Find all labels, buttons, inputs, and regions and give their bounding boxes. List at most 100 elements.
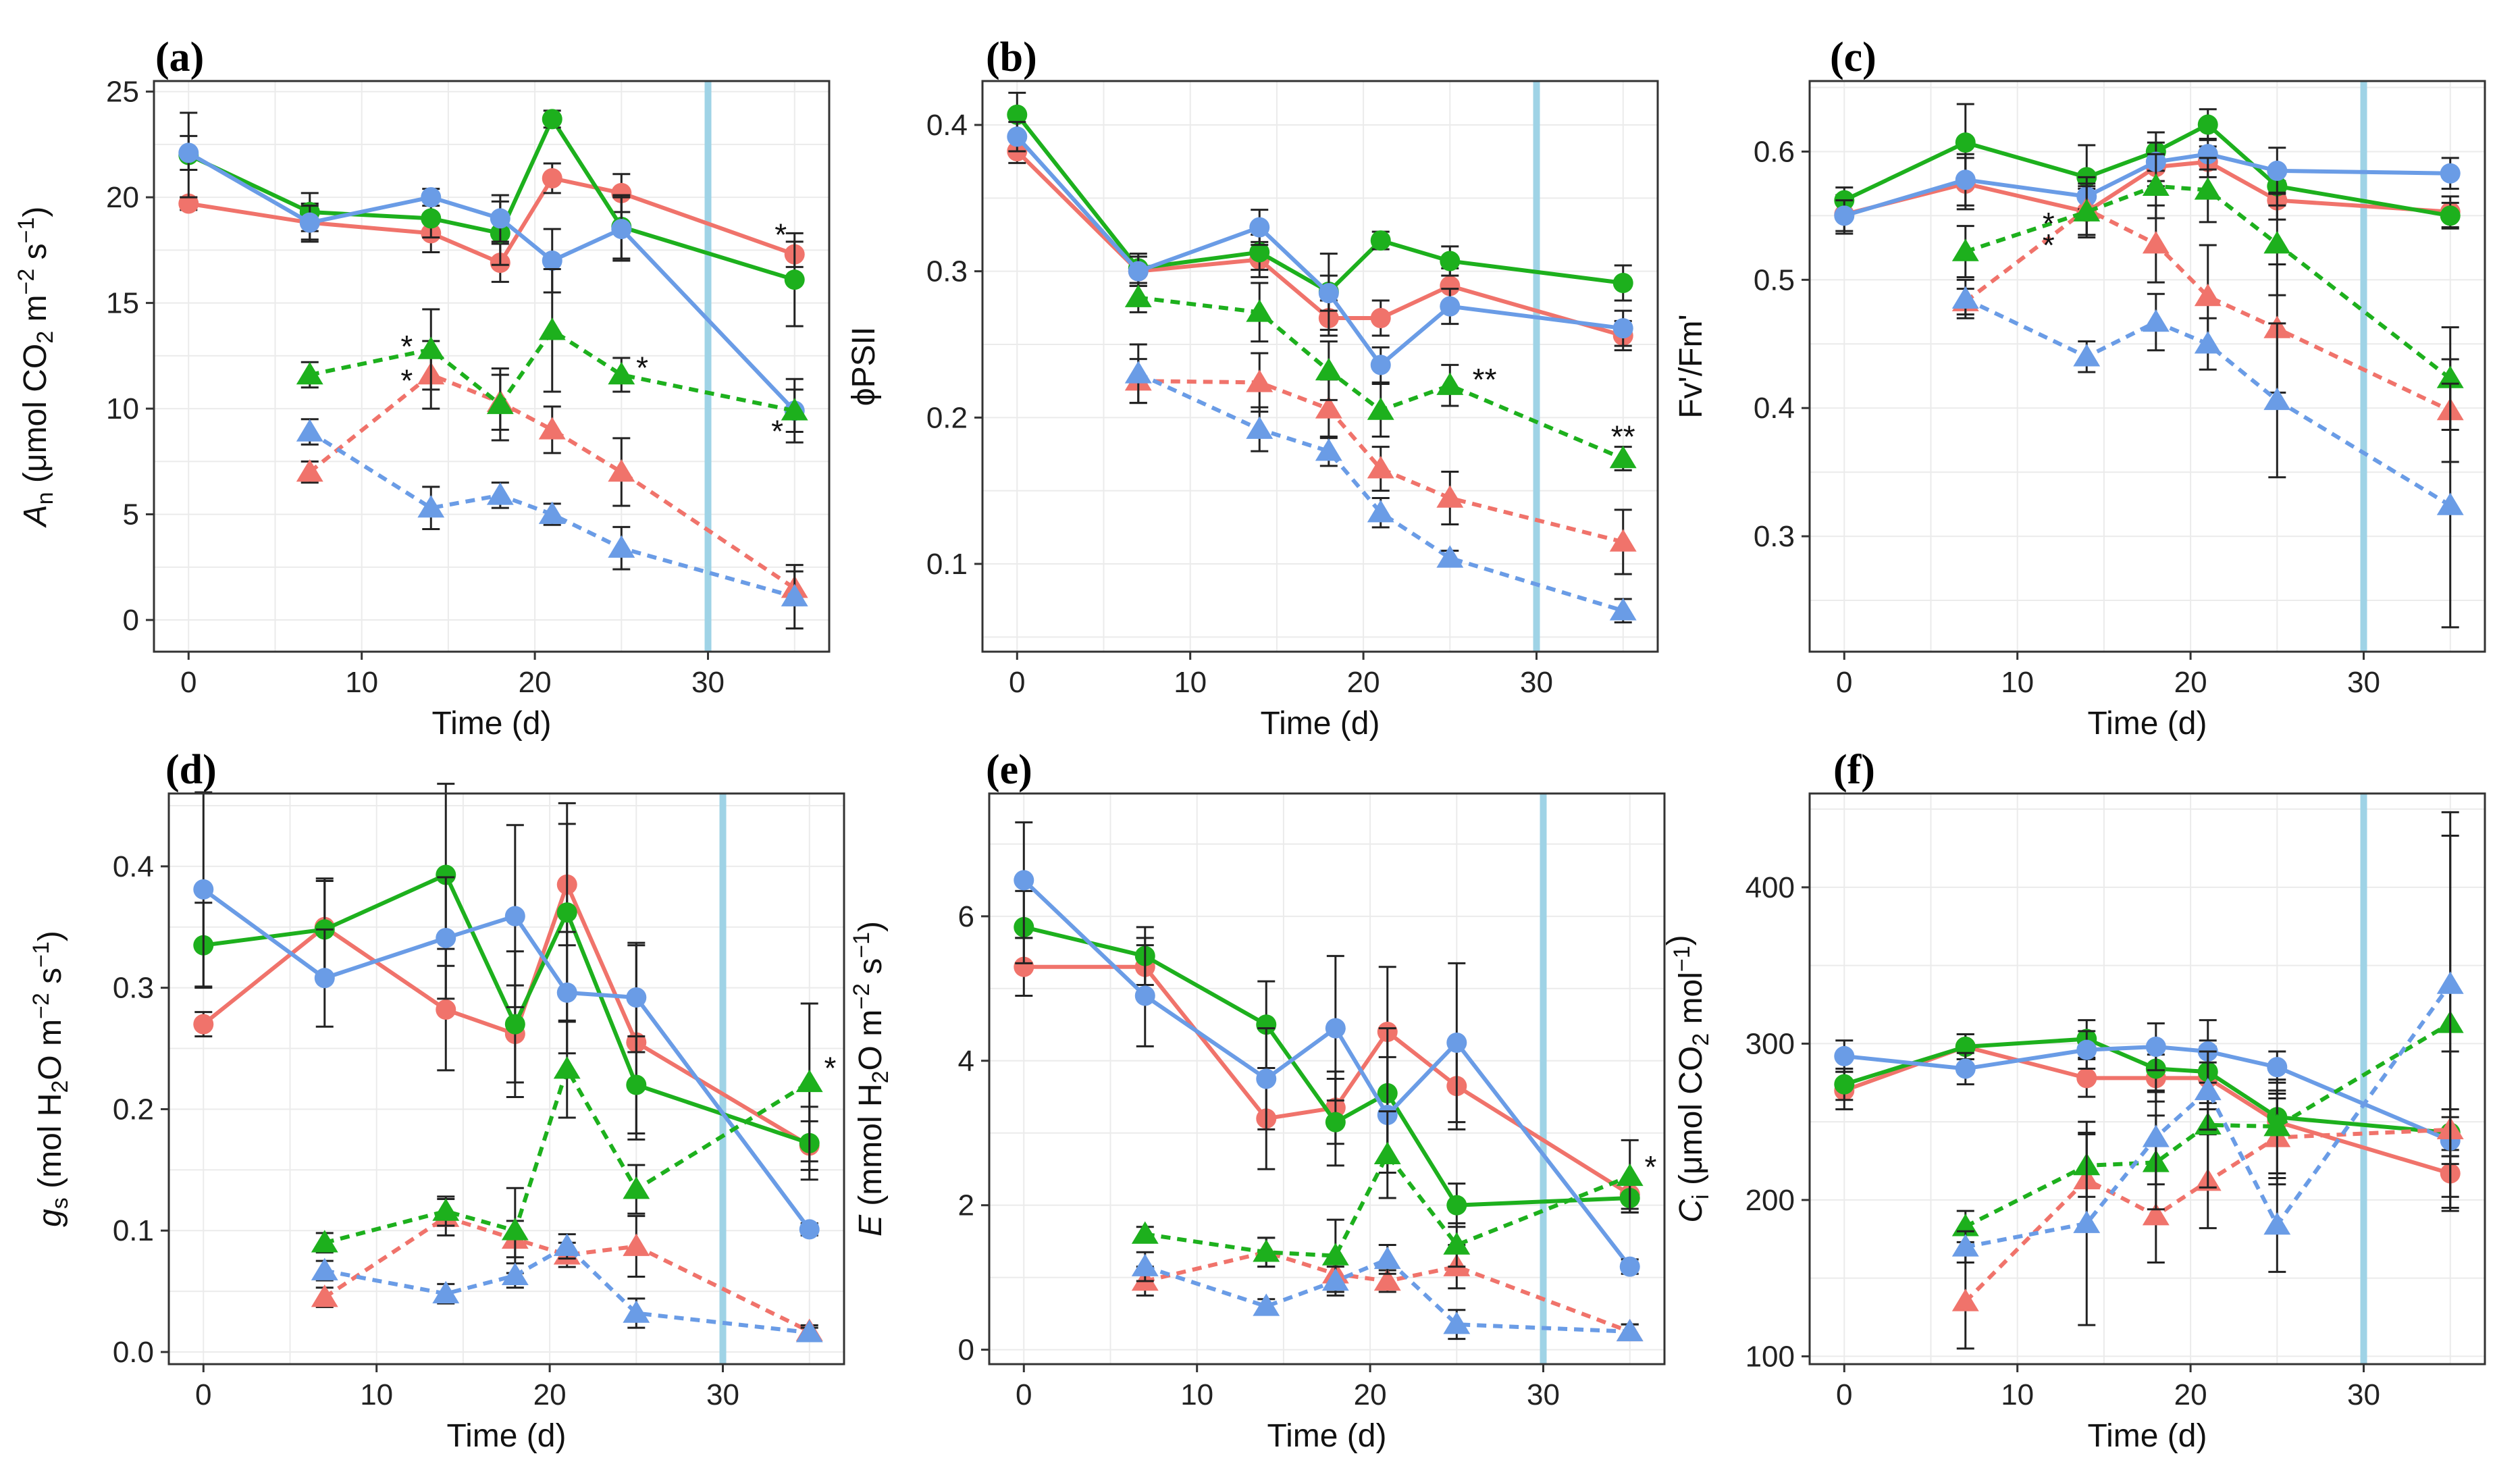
panel-label: (f) <box>1833 747 1875 793</box>
data-point <box>1609 598 1637 621</box>
data-point <box>432 1198 460 1221</box>
data-point <box>538 417 566 440</box>
series-line <box>1144 1257 1630 1334</box>
data-point <box>1249 242 1270 263</box>
x-tick-label: 30 <box>1520 666 1553 699</box>
data-point <box>311 1257 338 1280</box>
data-point <box>2194 284 2222 307</box>
y-tick-label: 4 <box>958 1045 974 1078</box>
data-point <box>556 902 577 923</box>
x-tick-label: 10 <box>1174 666 1207 699</box>
series-green-dashed <box>1124 282 1637 471</box>
data-point <box>1373 1268 1401 1291</box>
data-point <box>1124 361 1152 384</box>
y-axis-title-part: m <box>18 295 53 331</box>
data-point <box>1951 238 1979 261</box>
y-tick-label: 0.2 <box>113 1093 154 1126</box>
data-point <box>178 193 199 214</box>
data-point <box>1436 372 1464 395</box>
data-point <box>2076 1039 2097 1060</box>
data-point <box>1612 273 1633 293</box>
data-point <box>542 167 562 188</box>
y-axis-title-part: s <box>18 243 53 268</box>
data-point <box>1318 283 1339 304</box>
x-tick-label: 10 <box>2001 1378 2034 1411</box>
y-axis-title: E (mmol H2O m−2 s−1) <box>849 921 893 1237</box>
y-axis-title-part: O m <box>853 1010 889 1071</box>
data-point <box>1446 1033 1467 1053</box>
x-tick-label: 10 <box>345 666 378 699</box>
series-blue-dashed <box>1951 811 2464 1326</box>
data-point <box>432 1280 460 1303</box>
data-point <box>1609 529 1637 552</box>
data-point <box>1367 500 1394 523</box>
significance-mark: * <box>824 1051 837 1086</box>
data-point <box>1373 1141 1401 1165</box>
data-point <box>1128 261 1149 282</box>
panel-f: (f) 0 10 20 30 100 200 300 400 Time (d) Ci (μmol C… <box>1661 747 2486 1454</box>
significance-mark: * <box>400 329 413 364</box>
data-point <box>608 535 635 558</box>
panel-label: (d) <box>165 747 217 793</box>
y-axis-title-part: 2 <box>868 1070 893 1083</box>
series-red-dashed <box>1124 352 1637 575</box>
series-blue-dashed <box>1131 1244 1644 1342</box>
data-point <box>1955 1058 1976 1079</box>
data-point <box>795 1320 823 1343</box>
series-line <box>1138 379 1624 544</box>
data-point <box>2194 331 2222 354</box>
data-point <box>2073 1210 2101 1233</box>
data-point <box>2145 1037 2166 1058</box>
series-line <box>1137 371 1624 613</box>
y-axis-title-part: −1 <box>1669 945 1695 972</box>
series-green-dashed <box>1131 1110 1644 1293</box>
data-point <box>538 501 566 524</box>
panel-label: (e) <box>986 747 1032 793</box>
data-point <box>2194 1077 2222 1101</box>
x-tick-label: 20 <box>533 1378 567 1411</box>
plot-frame <box>1808 792 2486 1365</box>
y-axis-title-part: E <box>853 1214 889 1237</box>
data-point <box>1131 1253 1159 1276</box>
data-point <box>504 1014 525 1035</box>
data-point <box>556 982 577 1003</box>
panel-b: (b) ** ** 0 10 20 30 0.1 0.2 0.3 0.4 Time (d) ϕPSII <box>846 34 1659 742</box>
y-tick-label: 0.4 <box>113 850 154 883</box>
y-axis-title: gs (mol H2O m−2 s−1) <box>28 931 73 1227</box>
y-axis-title-part: i <box>1688 1194 1714 1199</box>
y-axis-title-part: ) <box>32 931 68 941</box>
y-tick-label: 25 <box>106 76 139 109</box>
data-point <box>1440 276 1461 296</box>
y-tick-label: 300 <box>1745 1027 1795 1060</box>
data-point <box>486 391 514 415</box>
series-line <box>1843 1037 2450 1135</box>
series-line <box>1964 1127 2450 1303</box>
data-point <box>1373 1246 1401 1270</box>
y-axis-title: Ci (μmol CO2 mol−1) <box>1661 935 1714 1222</box>
panel-label: (a) <box>155 34 204 80</box>
significance-mark: * <box>2043 228 2055 263</box>
y-tick-label: 0.5 <box>1754 263 1795 296</box>
data-point <box>1246 416 1274 439</box>
data-point <box>623 1176 650 1199</box>
data-point <box>1436 485 1464 508</box>
x-tick-label: 0 <box>1836 666 1852 699</box>
x-tick-label: 20 <box>1347 666 1380 699</box>
y-axis-title-part: 2 <box>32 331 58 344</box>
data-point <box>1007 126 1028 147</box>
series-line <box>1965 983 2452 1249</box>
data-point <box>193 1014 214 1035</box>
data-point <box>1014 870 1034 891</box>
data-point <box>1131 1221 1159 1244</box>
data-point <box>436 864 456 885</box>
series-line <box>188 115 795 282</box>
plot-frame <box>167 792 845 1365</box>
data-point <box>501 1218 529 1241</box>
x-tick-label: 10 <box>2001 666 2034 699</box>
x-tick-label: 20 <box>1354 1378 1387 1411</box>
y-axis-title: An (μmol CO2 m−2 s−1) <box>14 207 58 529</box>
plot-frame <box>153 80 831 653</box>
x-tick-label: 30 <box>2347 1378 2380 1411</box>
